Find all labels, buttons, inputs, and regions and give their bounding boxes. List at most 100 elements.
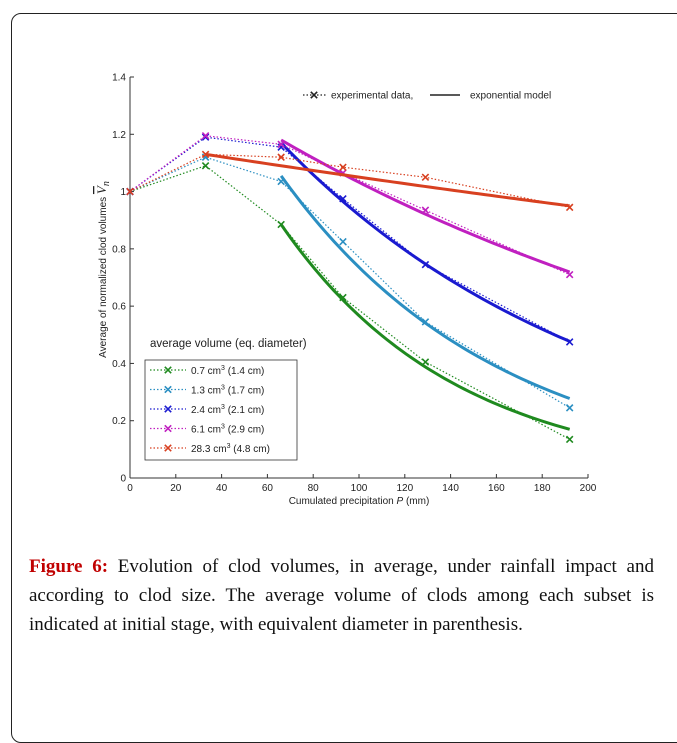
experimental-line-4	[129, 153, 570, 208]
legend-series-marker-4	[164, 444, 172, 452]
data-point-0-3-b	[339, 293, 347, 302]
legend-series-box	[144, 359, 298, 461]
legend-series-marker-1	[164, 385, 172, 394]
data-point-4-3	[339, 163, 347, 171]
x-tick-label: 160	[488, 483, 505, 494]
data-point-1-4	[421, 318, 430, 326]
legend-series-label-2: 2.4 cm3 (2.1 cm)	[191, 404, 264, 416]
data-point-4-1	[201, 150, 210, 159]
y-tick-label: 0	[120, 474, 126, 485]
data-point-4-0-b	[126, 187, 134, 196]
legend-series-marker-2	[164, 405, 172, 413]
data-point-2-5-b	[565, 338, 574, 346]
legend-series-marker-0-b	[164, 366, 172, 374]
legend-series-label-3: 6.1 cm3 (2.9 cm)	[191, 424, 264, 436]
data-point-2-1-b	[201, 133, 210, 141]
data-point-1-5-b	[565, 404, 574, 412]
legend-series-label-1: 1.3 cm3 (1.7 cm)	[191, 385, 264, 397]
data-point-2-5	[565, 338, 574, 346]
data-point-4-5-b	[565, 203, 574, 212]
data-point-4-4	[421, 173, 430, 182]
x-tick-label: 40	[216, 483, 228, 494]
x-tick-label: 60	[262, 483, 274, 494]
x-tick-label: 120	[396, 483, 413, 494]
data-point-0-5	[565, 435, 574, 444]
data-point-2-3	[339, 194, 347, 203]
data-point-1-5	[565, 404, 574, 412]
legend-experimental-label: experimental data,	[331, 91, 413, 102]
legend-series-label-0: 0.7 cm3 (1.4 cm)	[191, 365, 264, 377]
model-line-0	[279, 223, 571, 431]
data-point-0-1	[201, 162, 210, 170]
figure-caption: Figure 6: Evolution of clod volumes, in …	[29, 552, 654, 639]
data-point-0-1-b	[201, 162, 210, 170]
data-point-3-4	[421, 206, 430, 214]
legend-model-label: exponential model	[470, 91, 551, 102]
data-point-4-1-b	[201, 150, 210, 159]
data-point-2-1	[201, 133, 210, 141]
data-point-1-2-b	[277, 177, 285, 186]
data-point-1-2	[277, 177, 285, 186]
data-point-0-4-b	[421, 358, 430, 366]
data-point-4-0	[126, 187, 134, 196]
data-point-1-3-b	[339, 237, 347, 246]
legend-series-marker-3	[164, 424, 172, 433]
data-point-2-3-b	[339, 194, 347, 203]
data-point-2-4	[421, 260, 430, 269]
y-tick-label: 1.2	[112, 130, 126, 141]
chart: 0 20 40 60 80 100 120 140 160 180 200 0 0.2 0.4 0.6 0.8…	[94, 73, 597, 508]
legend-series-title: average volume (eq. diameter)	[150, 338, 307, 350]
experimental-line-0	[129, 165, 570, 440]
legend-series-marker-1-b	[164, 385, 172, 394]
data-point-2-4-b	[421, 260, 430, 269]
x-tick-label: 140	[442, 483, 459, 494]
y-tick-label: 1	[120, 187, 126, 198]
model-line-1	[279, 174, 571, 400]
data-point-0-5-b	[565, 435, 574, 444]
legend-series-label-4: 28.3 cm3 (4.8 cm)	[191, 443, 270, 455]
x-axis-label: Cumulated precipitation P (mm)	[289, 496, 430, 507]
legend-experimental-marker	[310, 91, 318, 99]
legend-series-marker-0	[164, 366, 172, 374]
x-tick-label: 100	[351, 483, 368, 494]
data-point-3-1-b	[201, 131, 210, 140]
legend-series-marker-4-b	[164, 444, 172, 452]
caption-text: Evolution of clod volumes, in average, u…	[29, 556, 654, 635]
data-point-0-3	[339, 293, 347, 302]
data-point-0-4	[421, 358, 430, 366]
data-point-1-3	[339, 237, 347, 246]
y-tick-label: 0.6	[112, 302, 126, 313]
data-point-4-2	[277, 153, 285, 161]
x-tick-label: 20	[170, 483, 182, 494]
x-tick-label: 200	[580, 483, 597, 494]
y-tick-label: 0.4	[112, 359, 126, 370]
data-point-3-2	[277, 140, 285, 149]
legend-series-marker-2-b	[164, 405, 172, 413]
y-tick-label: 0.2	[112, 416, 126, 427]
data-point-3-4-b	[421, 206, 430, 214]
data-point-0-2-b	[277, 220, 285, 229]
y-tick-label: 1.4	[112, 73, 126, 84]
data-point-3-5-b	[565, 270, 574, 279]
y-tick-label: 0.8	[112, 244, 126, 255]
model-line-3	[280, 138, 571, 274]
y-axis-label: Average of normalized clod volumes Vn	[94, 181, 112, 358]
data-point-4-2-b	[277, 153, 285, 161]
legend-series-marker-3-b	[164, 424, 172, 433]
data-point-1-4-b	[421, 318, 430, 326]
experimental-line-2	[129, 136, 570, 343]
x-tick-label: 180	[534, 483, 551, 494]
x-tick-label: 80	[308, 483, 320, 494]
legend-experimental-marker-b	[310, 91, 318, 99]
data-point-3-2-b	[277, 140, 285, 149]
data-point-3-1	[201, 131, 210, 140]
data-point-4-5	[565, 203, 574, 212]
x-tick-label: 0	[127, 483, 133, 494]
model-line-4	[205, 152, 570, 208]
caption-label: Figure 6:	[29, 556, 109, 577]
data-point-3-5	[565, 270, 574, 279]
data-point-4-3-b	[339, 163, 347, 171]
experimental-line-3	[129, 135, 570, 276]
data-point-0-2	[277, 220, 285, 229]
data-point-4-4-b	[421, 173, 430, 182]
